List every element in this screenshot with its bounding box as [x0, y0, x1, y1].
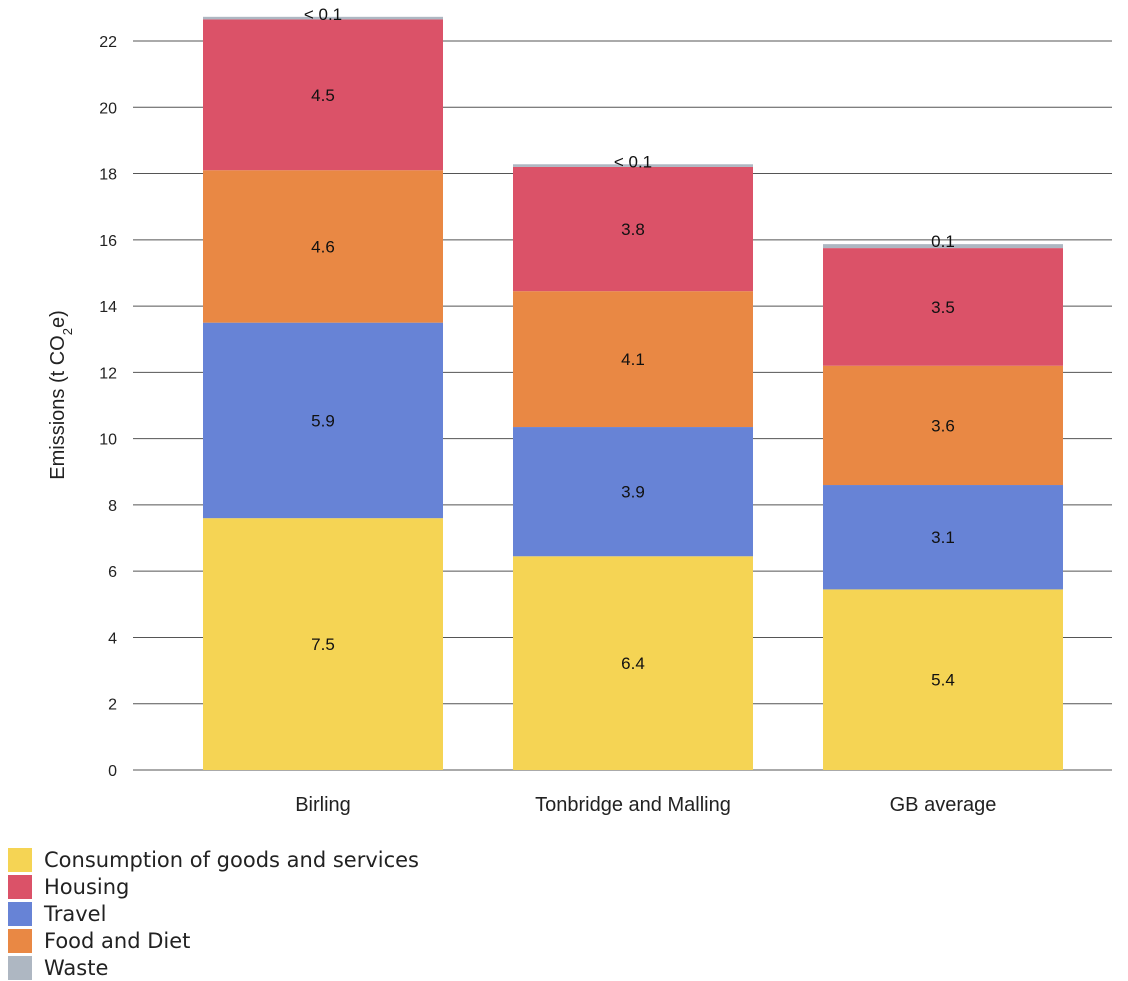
y-tick-label-0: 0: [108, 763, 117, 780]
legend-swatch-housing: [8, 874, 32, 899]
bar-gb-average-waste: [823, 244, 1063, 249]
bar-tonbridge-and-malling-consumption-of-goods-and-services: [513, 556, 753, 770]
legend-label-food-and-diet: Food and Diet: [44, 928, 191, 953]
legend-swatch-consumption: [8, 847, 32, 872]
y-tick-label-6: 6: [108, 564, 117, 581]
y-tick-label-18: 18: [99, 167, 117, 184]
y-tick-label-2: 2: [108, 697, 117, 714]
stacked-bar-chart: 0 2 4 6 8 10 12 14 16 18 20 22 Emissions (t CO2e) 7.5…: [47, 5, 1112, 816]
legend-item-consumption: Consumption of goods and services: [8, 846, 419, 873]
data-label-tonbridge-and-malling-travel: 3.9: [621, 483, 645, 502]
x-tick-label-tonbridge-and-malling: Tonbridge and Malling: [535, 794, 731, 816]
bar-birling-consumption-of-goods-and-services: [203, 518, 443, 770]
y-tick-label-12: 12: [99, 365, 117, 382]
data-label-gb-average-waste: 0.1: [931, 232, 955, 251]
data-label-birling-consumption-of-goods-and-services: 7.5: [311, 635, 335, 654]
bar-birling-food-and-diet: [203, 170, 443, 323]
y-tick-label-8: 8: [108, 498, 117, 515]
legend-label-waste: Waste: [44, 955, 109, 980]
data-label-tonbridge-and-malling-consumption-of-goods-and-services: 6.4: [621, 654, 645, 673]
data-label-gb-average-travel: 3.1: [931, 528, 955, 547]
y-axis-label: Emissions (t CO2e): [47, 310, 75, 480]
y-tick-label-10: 10: [99, 432, 117, 449]
data-label-birling-travel: 5.9: [311, 411, 335, 430]
data-label-tonbridge-and-malling-waste: < 0.1: [614, 152, 652, 171]
data-label-birling-food-and-diet: 4.6: [311, 237, 335, 256]
y-tick-label-4: 4: [108, 630, 117, 647]
data-label-tonbridge-and-malling-housing: 3.8: [621, 220, 645, 239]
bar-tonbridge-and-malling-food-and-diet: [513, 291, 753, 428]
data-label-gb-average-consumption-of-goods-and-services: 5.4: [931, 671, 955, 690]
legend-item-housing: Housing: [8, 873, 419, 900]
y-tick-label-20: 20: [99, 100, 117, 117]
data-label-birling-housing: 4.5: [311, 86, 335, 105]
legend-item-food-and-diet: Food and Diet: [8, 927, 419, 954]
legend-item-travel: Travel: [8, 900, 419, 927]
legend-label-travel: Travel: [44, 901, 107, 926]
bar-gb-average-food-and-diet: [823, 365, 1063, 486]
data-label-gb-average-food-and-diet: 3.6: [931, 416, 955, 435]
legend-label-housing: Housing: [44, 874, 130, 899]
data-label-birling-waste: < 0.1: [304, 5, 342, 24]
x-tick-label-birling: Birling: [295, 794, 351, 816]
legend-label-consumption: Consumption of goods and services: [44, 847, 419, 872]
data-label-tonbridge-and-malling-food-and-diet: 4.1: [621, 350, 645, 369]
bar-tonbridge-and-malling-waste: [513, 164, 753, 167]
data-label-gb-average-housing: 3.5: [931, 298, 955, 317]
bar-gb-average-travel: [823, 485, 1063, 590]
bar-gb-average-consumption-of-goods-and-services: [823, 589, 1063, 770]
legend-item-waste: Waste: [8, 954, 419, 981]
bar-birling-housing: [203, 19, 443, 171]
bar-birling-waste: [203, 16, 443, 20]
bar-gb-average-housing: [823, 248, 1063, 366]
bar-tonbridge-and-malling-travel: [513, 427, 753, 557]
y-tick-label-16: 16: [99, 233, 117, 250]
y-tick-label-14: 14: [99, 299, 117, 316]
legend-swatch-food-and-diet: [8, 928, 32, 953]
x-tick-label-gb-average: GB average: [890, 794, 997, 816]
y-tick-label-22: 22: [99, 34, 117, 51]
legend-swatch-travel: [8, 901, 32, 926]
legend: Consumption of goods and services Housin…: [8, 846, 419, 981]
bar-tonbridge-and-malling-housing: [513, 166, 753, 292]
bar-birling-travel: [203, 322, 443, 519]
